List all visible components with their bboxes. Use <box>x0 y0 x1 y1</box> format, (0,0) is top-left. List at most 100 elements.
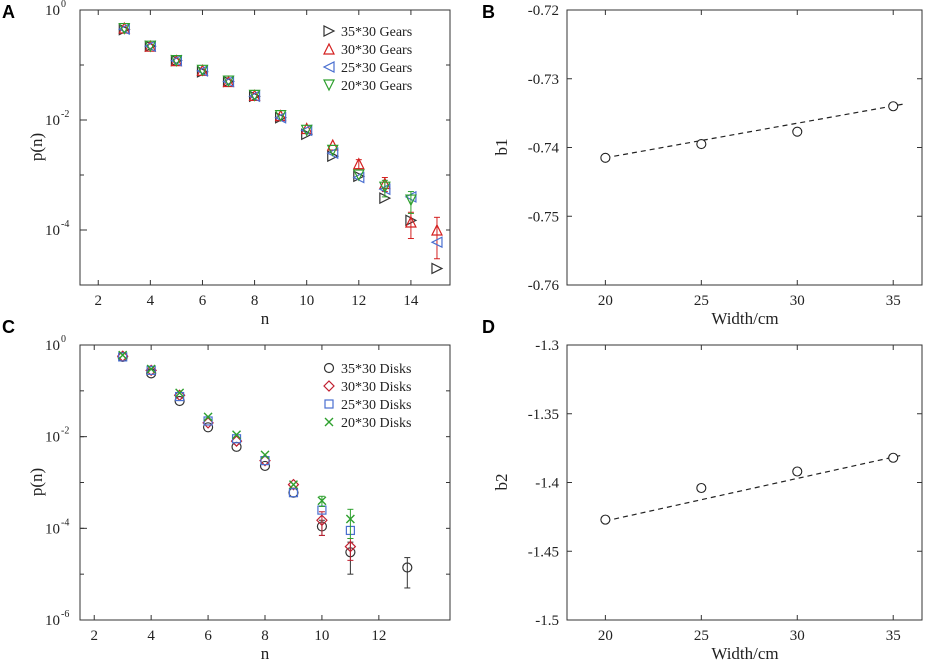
y-tick-exponent: -6 <box>61 609 69 620</box>
data-point <box>146 368 157 379</box>
y-tick-label: -1.35 <box>528 407 559 423</box>
data-point <box>888 101 899 112</box>
data-point <box>888 452 899 463</box>
plot-frame-b <box>566 9 923 286</box>
data-point <box>196 64 209 77</box>
y-axis-label-a: p(n) <box>27 133 46 161</box>
x-axis-label-a: n <box>261 309 270 328</box>
x-tick-label: 12 <box>371 628 386 644</box>
data-point <box>288 480 298 490</box>
data-point <box>170 54 183 67</box>
legend-label: 20*30 Disks <box>341 416 411 431</box>
legend-label: 35*30 Disks <box>341 362 411 377</box>
data-point <box>696 482 707 494</box>
legend-marker <box>324 417 334 427</box>
x-axis-label-d: Width/cm <box>711 644 778 663</box>
data-point <box>326 144 339 157</box>
x-tick-label: 25 <box>694 628 709 644</box>
data-point <box>118 352 128 362</box>
y-tick-exponent: -4 <box>61 219 69 230</box>
data-point <box>144 39 157 52</box>
data-point <box>402 562 413 573</box>
data-point <box>431 262 444 275</box>
data-point <box>316 514 328 527</box>
panel-label-b: B <box>482 2 495 22</box>
panel-label-c: C <box>2 317 15 337</box>
data-point <box>404 215 417 228</box>
y-tick-label: -1.5 <box>535 613 559 629</box>
y-tick-label: 10 <box>45 521 60 537</box>
legend-marker <box>324 399 334 409</box>
data-point <box>248 89 261 102</box>
data-point <box>792 466 803 477</box>
panel-b: B 20 25 30 35 -0.72 -0.73 -0.74 -0.75 -0.76 Widt… <box>482 2 923 328</box>
y-tick-label: 10 <box>45 430 60 446</box>
x-tick-label: 20 <box>598 293 613 309</box>
data-point <box>145 364 158 377</box>
x-tick-label: 8 <box>251 293 259 309</box>
data-point <box>317 496 327 506</box>
data-point <box>352 169 365 182</box>
legend-label: 25*30 Gears <box>341 61 412 76</box>
y-tick-label: -1.45 <box>528 544 559 560</box>
y-tick-label: -0.72 <box>528 3 559 19</box>
plot-frame-d <box>566 344 923 621</box>
legend-label: 25*30 Disks <box>341 398 411 413</box>
x-tick-label: 4 <box>147 293 155 309</box>
x-tick-label: 10 <box>299 293 314 309</box>
data-point <box>600 514 611 525</box>
data-point <box>170 54 183 67</box>
y-tick-exponent: 0 <box>61 0 66 10</box>
x-tick-label: 12 <box>351 293 366 309</box>
data-point <box>344 540 357 553</box>
data-point <box>345 514 355 524</box>
legend-marker <box>323 42 335 55</box>
data-point <box>600 152 611 163</box>
plot-frame-c <box>79 344 451 621</box>
y-axis-label-c: p(n) <box>27 468 46 496</box>
data-point <box>404 194 417 207</box>
data-point <box>300 124 313 137</box>
data-point <box>146 364 156 374</box>
legend-marker <box>323 79 335 92</box>
legend-marker <box>323 380 335 392</box>
data-point <box>300 124 313 137</box>
data-point <box>430 236 443 249</box>
legend-label: 30*30 Gears <box>341 43 412 58</box>
data-point <box>222 75 235 88</box>
x-axis-label-c: n <box>261 644 270 663</box>
data-point <box>274 110 287 122</box>
data-point <box>378 181 391 194</box>
y-tick-label: -0.74 <box>528 141 560 157</box>
data-point <box>170 55 183 67</box>
data-point <box>230 435 243 447</box>
data-point <box>287 478 300 491</box>
data-point <box>175 388 185 398</box>
y-tick-label: 10 <box>45 613 60 629</box>
data-point <box>144 40 157 53</box>
y-tick-label: 10 <box>45 338 60 354</box>
fit-line <box>605 103 903 159</box>
data-point <box>352 157 365 170</box>
x-tick-label: 6 <box>199 293 207 309</box>
plot-frame-a <box>79 9 451 286</box>
data-point <box>248 90 261 103</box>
legend-marker <box>322 61 335 73</box>
data-point <box>196 64 209 77</box>
x-tick-label: 30 <box>790 293 805 309</box>
data-point <box>203 412 213 422</box>
x-tick-label: 4 <box>147 628 155 644</box>
data-point <box>118 22 131 35</box>
fit-line <box>605 454 903 522</box>
legend-label: 20*30 Gears <box>341 79 412 94</box>
panel-d: D 20 25 30 35 -1.3 -1.35 -1.4 -1.45 -1.5 Width/c… <box>482 317 923 663</box>
panel-label-a: A <box>2 2 15 22</box>
y-tick-exponent: -2 <box>61 426 69 437</box>
legend-marker <box>323 25 336 37</box>
data-point <box>260 450 270 460</box>
x-tick-label: 25 <box>694 293 709 309</box>
y-tick-label: -0.73 <box>528 72 559 88</box>
x-tick-label: 35 <box>886 293 901 309</box>
